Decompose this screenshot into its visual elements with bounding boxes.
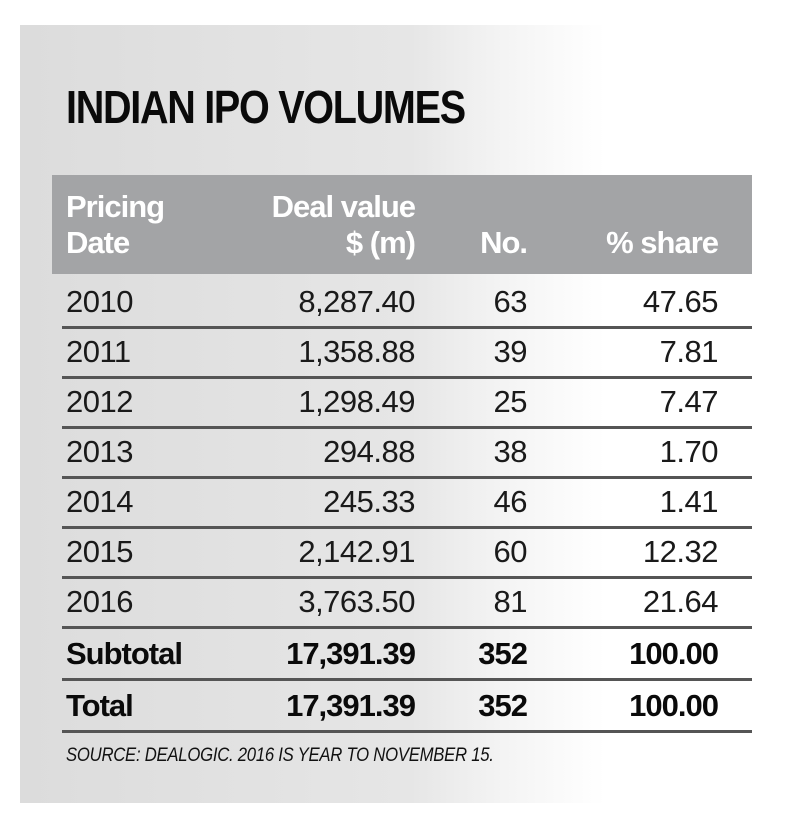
header-share: % share [606,225,719,260]
cell-deal-value: 8,287.40 [298,284,415,319]
cell-no: 63 [493,284,528,319]
row-label: 2015 [66,534,133,569]
table-header: Pricing Date Deal value $ (m) No. % shar… [52,175,752,274]
cell-deal-value: 245.33 [323,484,415,519]
cell-share: 1.41 [659,484,719,519]
cell-no: 60 [493,534,528,569]
table-row: 2015 2,142.91 60 12.32 [62,526,752,579]
table-row: 2012 1,298.49 25 7.47 [62,376,752,429]
row-label: Total [66,688,134,723]
cell-share: 7.47 [659,384,719,419]
row-label: 2014 [66,484,133,519]
header-deal-value-line1: Deal value [271,189,416,224]
row-label: Subtotal [66,636,183,671]
cell-share: 1.70 [659,434,719,469]
chart-title: INDIAN IPO VOLUMES [66,81,466,133]
cell-share: 7.81 [659,334,719,369]
cell-share: 12.32 [642,534,719,569]
source-note: SOURCE: DEALOGIC. 2016 IS YEAR TO NOVEMB… [66,745,494,766]
row-label: 2013 [66,434,133,469]
cell-share: 21.64 [642,584,719,619]
cell-no: 39 [493,334,528,369]
cell-deal-value: 2,142.91 [298,534,415,569]
table-row: Subtotal 17,391.39 352 100.00 [62,628,752,681]
row-label: 2016 [66,584,133,619]
header-no: No. [480,225,528,260]
cell-deal-value: 1,358.88 [298,334,415,369]
cell-no: 81 [493,584,528,619]
cell-no: 352 [478,636,528,671]
infographic-panel [20,25,800,803]
header-pricing-line1: Pricing [66,189,165,224]
table-row: Total 17,391.39 352 100.00 [62,680,752,733]
row-label: 2012 [66,384,133,419]
row-label: 2010 [66,284,133,319]
header-deal-value-line2: $ (m) [345,225,416,260]
table-row: 2013 294.88 38 1.70 [62,426,752,479]
cell-no: 46 [493,484,528,519]
cell-deal-value: 294.88 [323,434,415,469]
cell-no: 38 [493,434,528,469]
cell-no: 25 [493,384,528,419]
table-row: 2010 8,287.40 63 47.65 [62,276,752,329]
cell-deal-value: 3,763.50 [298,584,415,619]
cell-deal-value: 1,298.49 [298,384,415,419]
cell-share: 100.00 [629,688,719,723]
table-row: 2011 1,358.88 39 7.81 [62,326,752,379]
cell-deal-value: 17,391.39 [286,636,416,671]
cell-share: 47.65 [642,284,719,319]
table-row: 2016 3,763.50 81 21.64 [62,576,752,629]
row-label: 2011 [66,334,131,369]
cell-deal-value: 17,391.39 [286,688,416,723]
cell-share: 100.00 [629,636,719,671]
header-pricing-line2: Date [66,225,130,260]
cell-no: 352 [478,688,528,723]
table-row: 2014 245.33 46 1.41 [62,476,752,529]
